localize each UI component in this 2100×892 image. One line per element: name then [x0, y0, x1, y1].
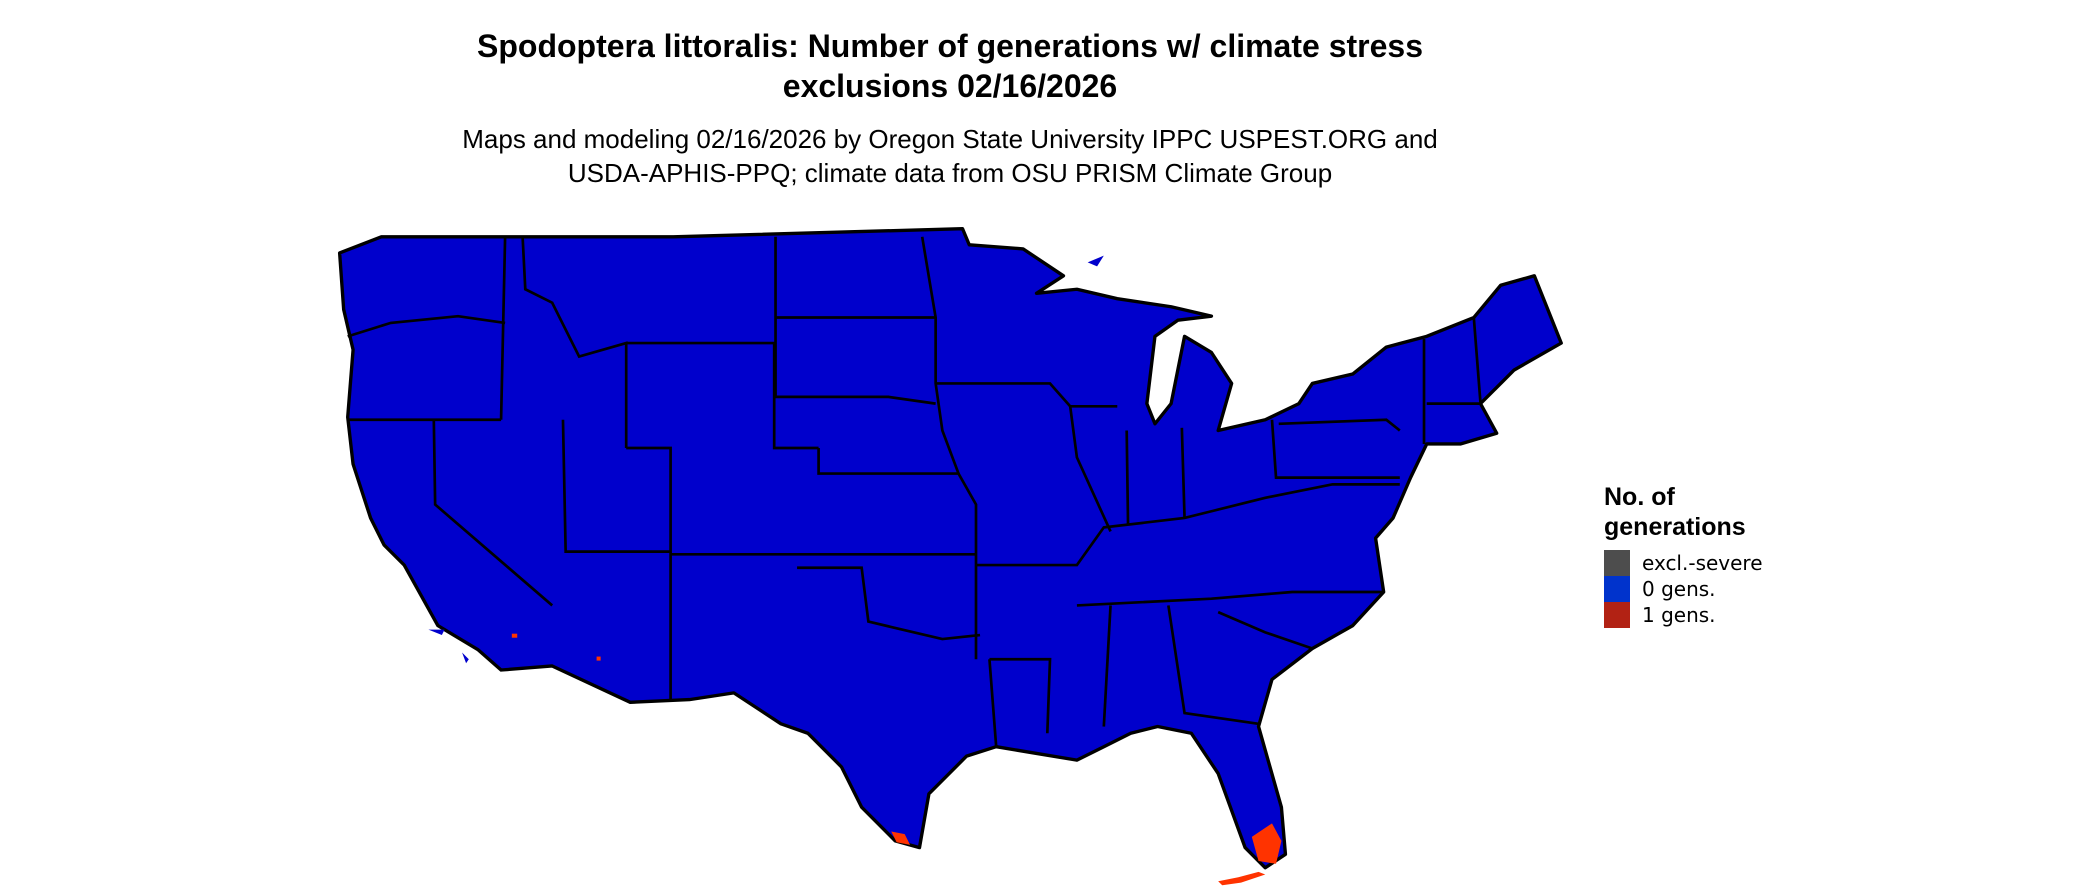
one-generation-areas [511, 633, 1282, 886]
arizona-dot [596, 656, 601, 661]
legend-item-1-gens: 1 gens. [1604, 602, 1763, 628]
legend-item-0-gens: 0 gens. [1604, 576, 1763, 602]
offshore-islands [428, 255, 1104, 664]
map-title-line1: Spodoptera littoralis: Number of generat… [477, 28, 1423, 64]
map-subtitle-line2: USDA-APHIS-PPQ; climate data from OSU PR… [567, 158, 1333, 188]
florida-keys-patch [1218, 871, 1266, 886]
legend-swatch [1604, 550, 1630, 576]
legend-label: 0 gens. [1642, 577, 1716, 601]
california-desert-dot [511, 633, 518, 638]
legend-label: 1 gens. [1642, 603, 1716, 627]
legend-swatch [1604, 576, 1630, 602]
state-borders [347, 236, 1482, 747]
legend-label: excl.-severe [1642, 551, 1763, 575]
map-title-line2: exclusions 02/16/2026 [782, 68, 1118, 104]
south-texas-patch [891, 831, 911, 845]
south-florida-patch [1251, 823, 1282, 864]
legend-title-line2: generations [1604, 513, 1746, 541]
legend-title-line1: No. of [1604, 483, 1675, 511]
legend-item-excl-severe: excl.-severe [1604, 550, 1763, 576]
map-subtitle-line1: Maps and modeling 02/16/2026 by Oregon S… [462, 124, 1438, 154]
map-legend: No. of generations excl.-severe 0 gens. … [1604, 482, 1763, 628]
conus-landmass [337, 227, 1563, 870]
legend-swatch [1604, 602, 1630, 628]
